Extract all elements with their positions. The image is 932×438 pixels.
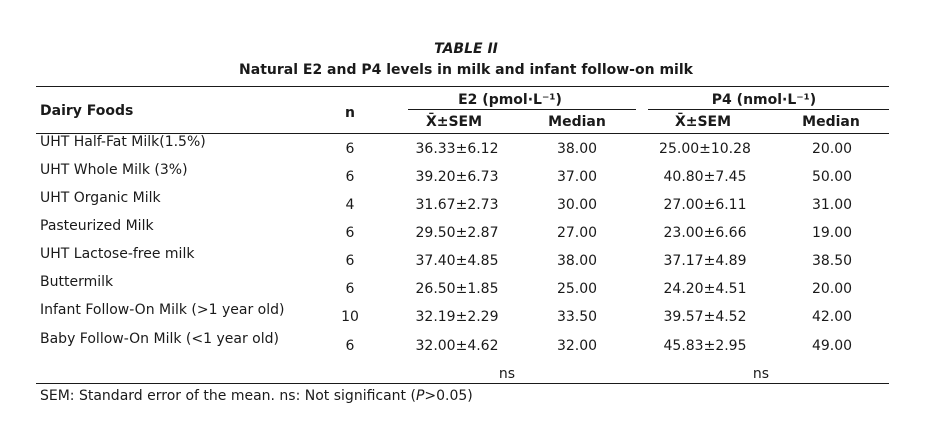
row-food: UHT Half-Fat Milk(1.5%) <box>40 134 206 150</box>
footnote-text: SEM: Standard error of the mean. ns: Not… <box>40 388 416 404</box>
row-e2-median: 37.00 <box>556 169 598 185</box>
row-food: UHT Organic Milk <box>40 190 161 206</box>
header-rule <box>36 133 889 134</box>
row-e2-mean: 29.50±2.87 <box>415 225 499 241</box>
row-n: 6 <box>345 281 355 297</box>
row-food: UHT Lactose-free milk <box>40 246 195 262</box>
row-n: 6 <box>345 338 355 354</box>
row-p4-mean: 45.83±2.95 <box>663 338 747 354</box>
row-e2-median: 38.00 <box>556 141 598 157</box>
row-p4-mean: 23.00±6.66 <box>663 225 747 241</box>
row-p4-mean: 39.57±4.52 <box>663 309 747 325</box>
row-p4-median: 31.00 <box>811 197 853 213</box>
bottom-rule <box>36 383 889 384</box>
row-n: 4 <box>345 197 355 213</box>
top-rule <box>36 86 889 87</box>
header-p4-mean-sem: X̄±SEM <box>674 114 732 130</box>
row-e2-median: 32.00 <box>556 338 598 354</box>
header-e2-median: Median <box>548 114 606 130</box>
header-p4-median: Median <box>802 114 860 130</box>
row-e2-median: 30.00 <box>556 197 598 213</box>
row-e2-mean: 32.00±4.62 <box>415 338 499 354</box>
p4-significance: ns <box>752 366 770 382</box>
header-dairy-foods: Dairy Foods <box>40 103 134 119</box>
row-p4-median: 50.00 <box>811 169 853 185</box>
table-footnote: SEM: Standard error of the mean. ns: Not… <box>40 388 473 404</box>
row-food: Infant Follow-On Milk (>1 year old) <box>40 302 285 318</box>
row-e2-median: 38.00 <box>556 253 598 269</box>
row-n: 6 <box>345 169 355 185</box>
row-food: Buttermilk <box>40 274 114 290</box>
row-p4-median: 38.50 <box>811 253 853 269</box>
row-e2-mean: 39.20±6.73 <box>415 169 499 185</box>
footnote-threshold: >0.05) <box>424 388 473 404</box>
header-e2: E2 (pmol·L⁻¹) <box>458 92 562 108</box>
row-e2-mean: 31.67±2.73 <box>415 197 499 213</box>
e2-group-rule <box>408 109 636 110</box>
row-p4-median: 20.00 <box>811 281 853 297</box>
row-p4-median: 20.00 <box>811 141 853 157</box>
row-p4-mean: 37.17±4.89 <box>663 253 747 269</box>
footnote-p-symbol: P <box>415 388 425 404</box>
row-p4-mean: 25.00±10.28 <box>659 141 751 157</box>
row-n: 6 <box>345 253 355 269</box>
e2-significance: ns <box>498 366 516 382</box>
header-p4: P4 (nmol·L⁻¹) <box>711 92 817 108</box>
row-n: 6 <box>345 141 355 157</box>
row-food: Pasteurized Milk <box>40 218 154 234</box>
table-number: TABLE II <box>434 41 498 57</box>
header-n: n <box>345 105 355 121</box>
row-e2-mean: 32.19±2.29 <box>415 309 499 325</box>
p4-group-rule <box>648 109 889 110</box>
row-e2-median: 25.00 <box>556 281 598 297</box>
row-e2-mean: 37.40±4.85 <box>415 253 499 269</box>
row-e2-mean: 36.33±6.12 <box>415 141 499 157</box>
row-food: UHT Whole Milk (3%) <box>40 162 188 178</box>
row-p4-median: 42.00 <box>811 309 853 325</box>
row-e2-median: 33.50 <box>556 309 598 325</box>
row-n: 6 <box>345 225 355 241</box>
row-n: 10 <box>341 309 359 325</box>
row-e2-mean: 26.50±1.85 <box>415 281 499 297</box>
row-p4-median: 19.00 <box>811 225 853 241</box>
row-p4-mean: 27.00±6.11 <box>663 197 747 213</box>
row-p4-median: 49.00 <box>811 338 853 354</box>
table-title: Natural E2 and P4 levels in milk and inf… <box>239 62 693 78</box>
row-p4-mean: 40.80±7.45 <box>663 169 747 185</box>
row-food: Baby Follow-On Milk (<1 year old) <box>40 331 279 347</box>
row-e2-median: 27.00 <box>556 225 598 241</box>
row-p4-mean: 24.20±4.51 <box>663 281 747 297</box>
header-e2-mean-sem: X̄±SEM <box>425 114 483 130</box>
